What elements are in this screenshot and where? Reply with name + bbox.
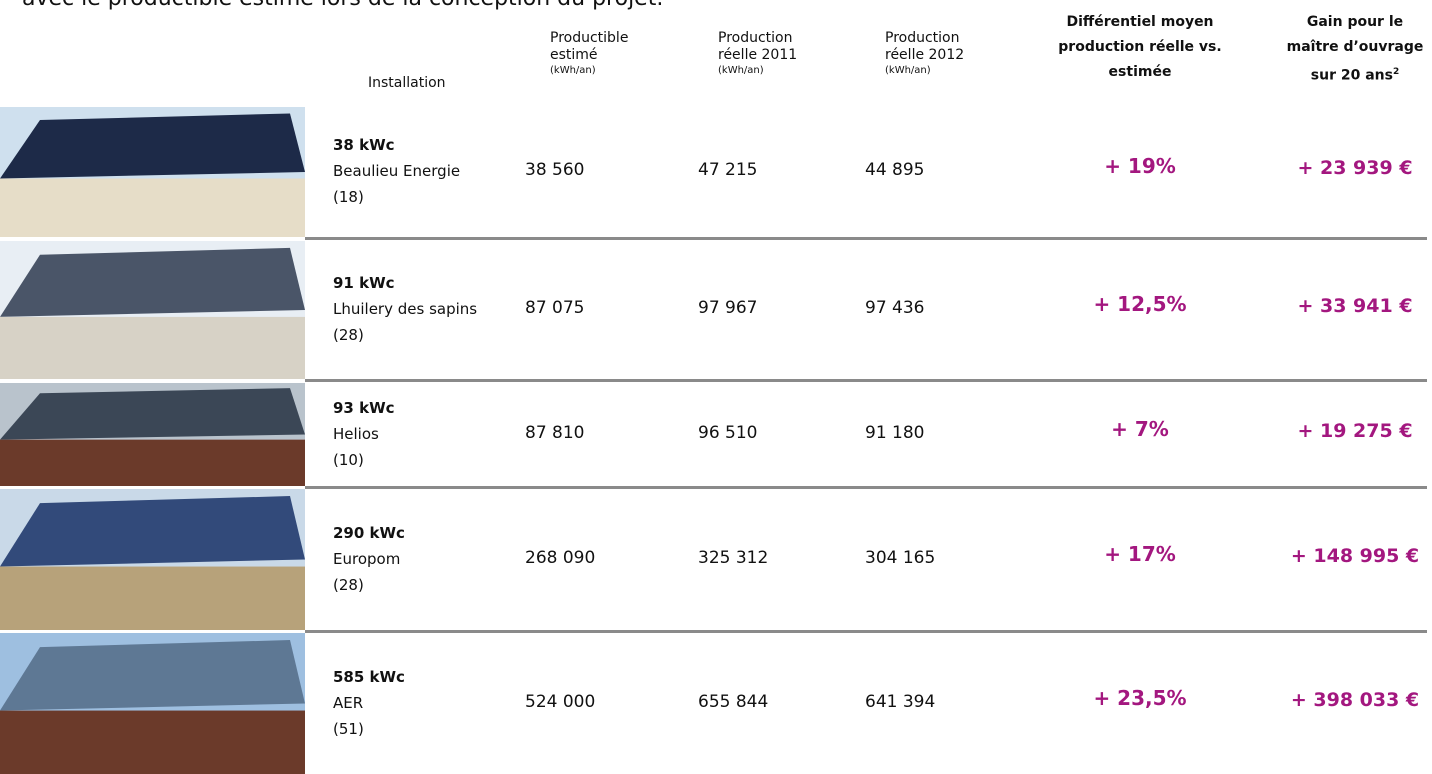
photo-drawing [0, 241, 305, 379]
value-cell: 325 312 [698, 548, 768, 568]
photo [0, 107, 305, 237]
row-separator [305, 486, 1427, 489]
header-unit: (kWh/an) [885, 64, 985, 77]
differential: + 19% [1050, 154, 1230, 178]
department: (18) [333, 184, 460, 210]
name: Helios [333, 421, 395, 447]
intro-text: avec le productible estimé lors de la co… [22, 0, 663, 11]
header: Productible estimé(kWh/an) [550, 30, 660, 77]
value-cell: 97 436 [865, 298, 924, 318]
differential: + 17% [1050, 542, 1230, 566]
power: 585 kWc [333, 664, 405, 690]
value-cell: 47 215 [698, 160, 757, 180]
photo [0, 241, 305, 379]
photo [0, 383, 305, 486]
gain: + 23 939 € [1280, 157, 1430, 179]
value-cell: 91 180 [865, 423, 924, 443]
header: Différentiel moyen production réelle vs.… [1050, 10, 1230, 85]
header-text: Production réelle 2012 [885, 30, 964, 63]
value-cell: 87 810 [525, 423, 584, 443]
value-cell: 655 844 [698, 692, 768, 712]
name: Beaulieu Energie [333, 158, 460, 184]
row-separator [305, 630, 1427, 633]
department: (51) [333, 716, 405, 742]
row-separator [305, 237, 1427, 240]
value-cell: 304 165 [865, 548, 935, 568]
page: {"intro": "avec le productible estimé lo… [0, 0, 1432, 774]
photo-drawing [0, 633, 305, 774]
header-text: Gain pour le maître d’ouvrage sur 20 ans [1287, 14, 1424, 84]
differential: + 7% [1050, 417, 1230, 441]
header-unit: (kWh/an) [550, 64, 660, 77]
power: 290 kWc [333, 520, 405, 546]
value-cell: 38 560 [525, 160, 584, 180]
department: (10) [333, 447, 395, 473]
gain: + 19 275 € [1280, 420, 1430, 442]
photo-drawing [0, 383, 305, 486]
photo-drawing [0, 107, 305, 237]
header-unit: (kWh/an) [718, 64, 818, 77]
header-text: Production réelle 2011 [718, 30, 797, 63]
photo-drawing [0, 489, 305, 630]
value-cell: 268 090 [525, 548, 595, 568]
name: Europom [333, 546, 405, 572]
value-cell: 96 510 [698, 423, 757, 443]
value-cell: 87 075 [525, 298, 584, 318]
power: 38 kWc [333, 132, 460, 158]
power: 91 kWc [333, 270, 477, 296]
department: (28) [333, 322, 477, 348]
row-separator [305, 379, 1427, 382]
power: 93 kWc [333, 395, 395, 421]
header: Production réelle 2012(kWh/an) [885, 30, 985, 77]
value-cell: 97 967 [698, 298, 757, 318]
value-cell: 524 000 [525, 692, 595, 712]
name: Lhuilery des sapins [333, 296, 477, 322]
header-text: Productible estimé [550, 30, 628, 63]
gain: + 148 995 € [1280, 545, 1430, 567]
footnote-mark: 2 [1393, 67, 1399, 77]
value-cell: 44 895 [865, 160, 924, 180]
header: Installation [368, 75, 446, 92]
header: Production réelle 2011(kWh/an) [718, 30, 818, 77]
differential: + 23,5% [1050, 686, 1230, 710]
photo [0, 633, 305, 774]
value-cell: 641 394 [865, 692, 935, 712]
gain: + 398 033 € [1280, 689, 1430, 711]
differential: + 12,5% [1050, 292, 1230, 316]
name: AER [333, 690, 405, 716]
gain: + 33 941 € [1280, 295, 1430, 317]
header: Gain pour le maître d’ouvrage sur 20 ans… [1280, 10, 1430, 89]
photo [0, 489, 305, 630]
department: (28) [333, 572, 405, 598]
